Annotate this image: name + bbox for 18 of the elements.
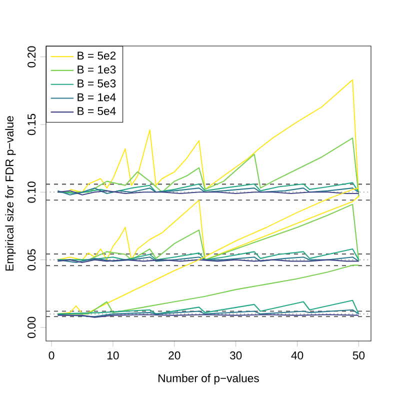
legend-label: B = 1e4 [78,93,116,102]
x-tick-label: 50 [352,351,365,360]
legend-label: B = 5e3 [78,79,116,88]
x-tick-label: 10 [108,351,119,360]
y-tick-label: 0.10 [28,182,36,203]
y-tick-label: 0.20 [28,46,36,68]
y-tick-label: 0.00 [28,316,36,338]
y-tick-label: 0.15 [28,114,36,136]
x-axis-title: Number of p−values [158,374,259,384]
y-tick-label: 0.05 [28,249,36,270]
x-tick-label: 40 [291,351,304,360]
x-tick-label: 30 [230,351,242,360]
legend-label: B = 5e4 [78,107,116,116]
legend-label: B = 5e2 [78,52,116,60]
x-tick-label: 0 [48,351,54,360]
y-axis-title: Empirical size for FDR p−value [5,116,16,271]
legend-label: B = 1e3 [78,66,116,74]
x-tick-label: 20 [168,351,180,360]
